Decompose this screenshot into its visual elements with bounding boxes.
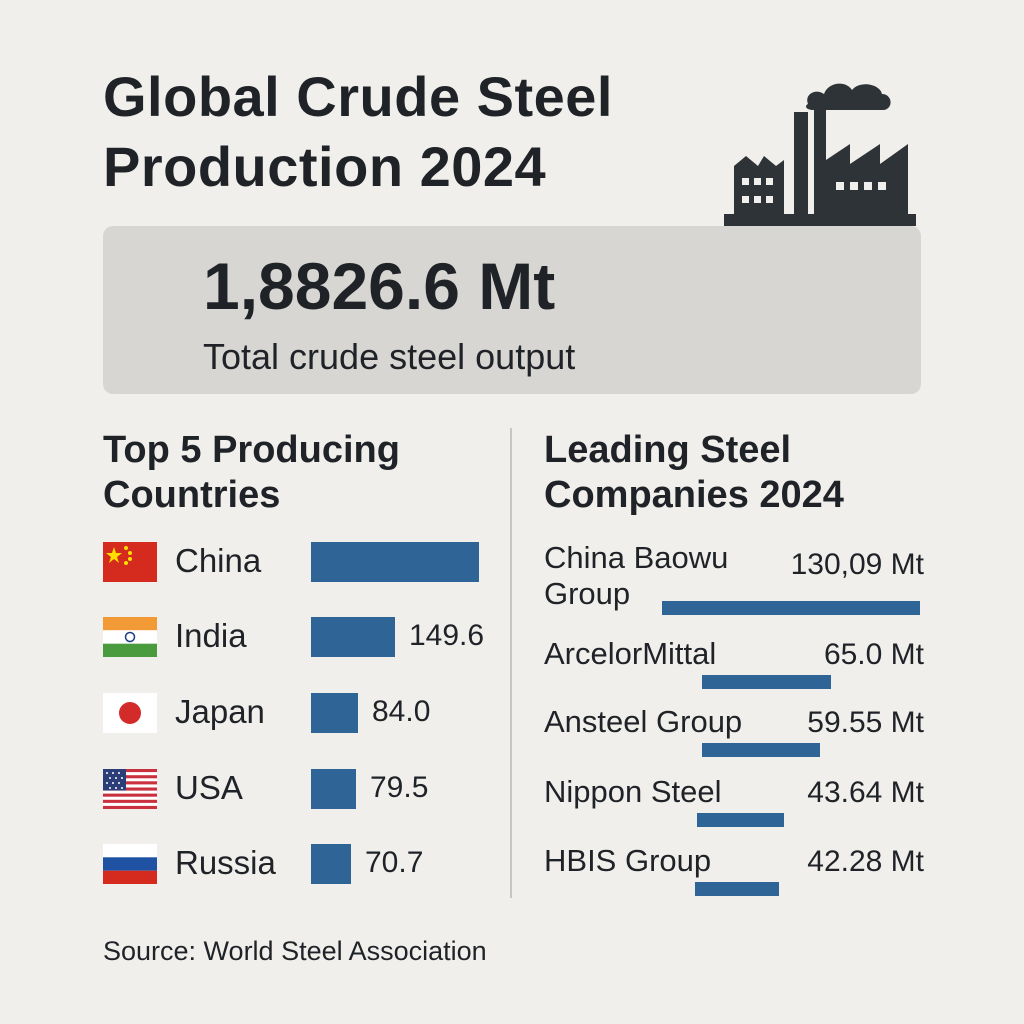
company-label: Ansteel Group: [544, 704, 743, 739]
company-value-label: 43.64 Mt: [807, 776, 924, 809]
company-label: Nippon Steel: [544, 774, 722, 809]
page-title: Global Crude Steel Production 2024: [103, 62, 613, 202]
country-row-russia: Russia 70.7: [0, 834, 510, 894]
company-value-label: 130,09 Mt: [790, 548, 924, 581]
country-label: Russia: [175, 844, 276, 881]
country-bar: [311, 769, 356, 809]
total-output-value: 1,8826.6 Mt: [203, 249, 556, 323]
company-bar: [702, 743, 820, 757]
company-label: China Baowu Group: [544, 540, 729, 611]
company-value-label: 65.0 Mt: [823, 638, 924, 671]
india-flag-icon: [103, 617, 157, 657]
country-row-india: India 149.6: [0, 607, 510, 667]
country-value-label: 79.5: [370, 771, 429, 804]
company-bar: [662, 601, 920, 615]
company-bar: [695, 882, 779, 896]
company-label: HBIS Group: [544, 843, 712, 878]
country-value-label: 149.6: [409, 619, 485, 652]
section-divider: [510, 428, 512, 898]
country-bar: [311, 617, 395, 657]
country-label: Japan: [175, 693, 265, 730]
company-bar: [702, 675, 831, 689]
title-line-2: Production 2024: [103, 135, 547, 198]
china-flag-icon: [103, 542, 157, 582]
countries-section-title: Top 5 Producing Countries: [103, 429, 400, 516]
country-value-label: 70.7: [365, 846, 424, 879]
company-value-label: 42.28 Mt: [807, 845, 924, 878]
country-bar: [311, 844, 351, 884]
country-label: China: [175, 542, 262, 579]
russia-flag-icon: [103, 844, 157, 884]
country-bar: [311, 542, 479, 582]
source-note: Source: World Steel Association: [103, 936, 487, 966]
country-row-usa: USA 79.5: [0, 759, 510, 819]
country-row-china: China: [0, 532, 510, 592]
country-label: India: [175, 617, 247, 654]
japan-flag-icon: [103, 693, 157, 733]
country-row-japan: Japan 84.0: [0, 683, 510, 743]
country-bar: [311, 693, 358, 733]
factory-icon: [724, 83, 916, 226]
country-label: USA: [175, 769, 243, 806]
usa-flag-icon: [103, 769, 157, 809]
company-bar: [697, 813, 784, 827]
title-line-1: Global Crude Steel: [103, 65, 613, 128]
country-value-label: 84.0: [372, 695, 431, 728]
total-output-label: Total crude steel output: [203, 336, 576, 377]
company-label: ArcelorMittal: [544, 636, 717, 671]
company-value-label: 59.55 Mt: [807, 706, 924, 739]
companies-section-title: Leading Steel Companies 2024: [544, 429, 844, 516]
total-output-card: 1,8826.6 Mt Total crude steel output: [103, 226, 921, 394]
